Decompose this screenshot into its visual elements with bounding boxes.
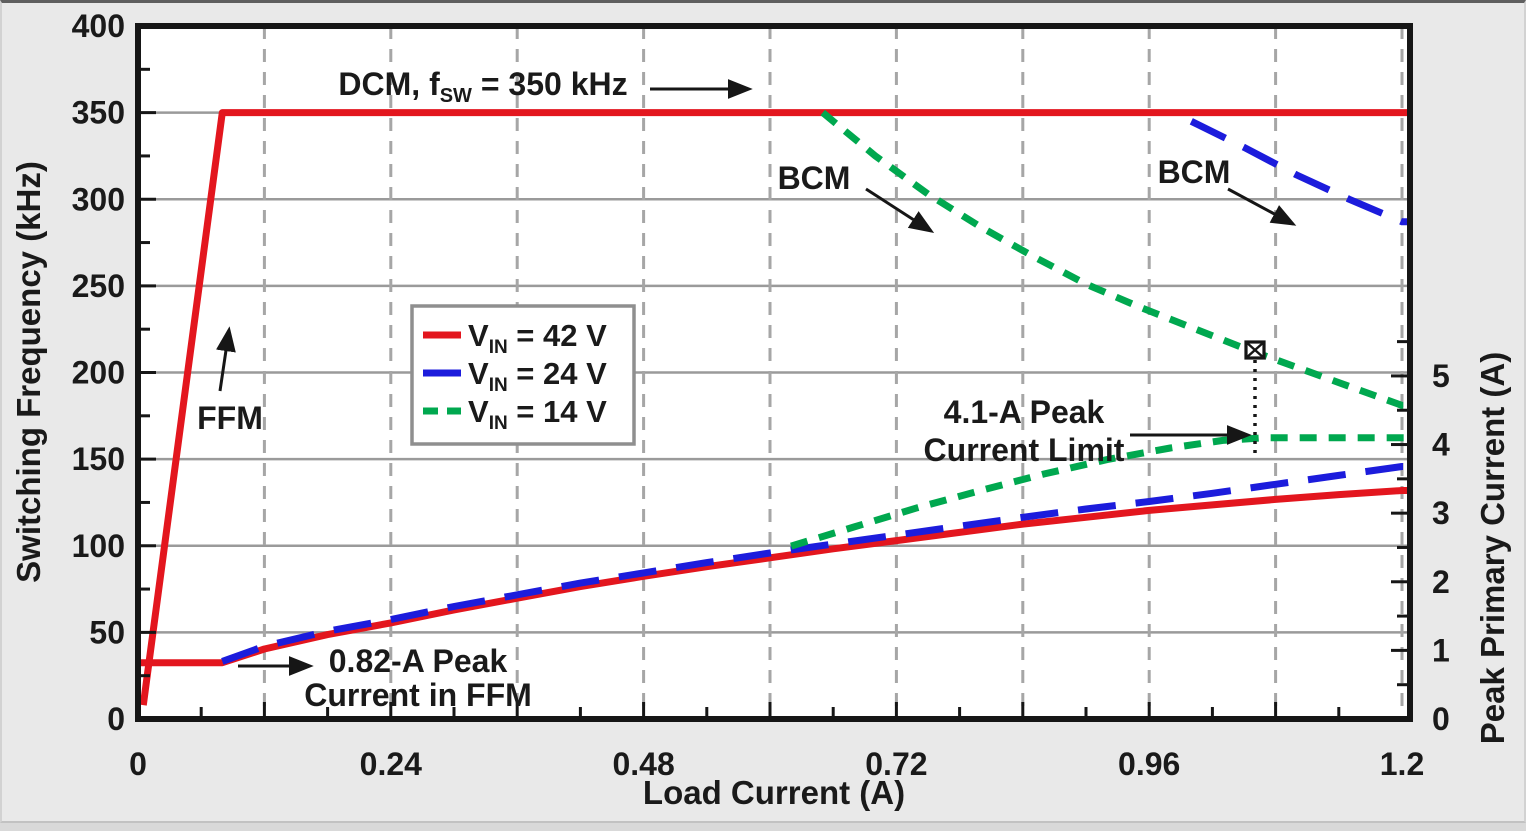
annotation-bcm-label-24v: BCM [1158, 154, 1231, 190]
y-left-tick-label: 250 [72, 268, 125, 304]
y-left-tick-label: 300 [72, 181, 125, 217]
y-left-tick-label: 200 [72, 355, 125, 391]
annotation-dcm-label: DCM, fSW = 350 kHz [338, 66, 627, 107]
x-tick-label: 0 [129, 746, 147, 782]
y-right-axis-title: Peak Primary Current (A) [1474, 352, 1511, 744]
axis-ticks [141, 67, 1407, 716]
boxed-x-marker-icon [1245, 341, 1265, 359]
x-tick-label: 1.2 [1380, 746, 1424, 782]
data-series [138, 109, 1411, 706]
legend-item-vin24-label: VIN = 24 V [468, 356, 607, 396]
annotation-ffm-current-label-line1: 0.82-A Peak [329, 643, 508, 679]
annotation-peak-limit-label-line2: Current Limit [924, 432, 1125, 468]
y-right-tick-label: 5 [1432, 358, 1450, 394]
plot-frame [135, 23, 1413, 722]
point-marker [1244, 340, 1266, 456]
annotation-bcm-label-14v: BCM [778, 160, 851, 196]
y-left-tick-label: 150 [72, 441, 125, 477]
x-tick-label: 0.48 [612, 746, 674, 782]
series-vin24-peak-current-line [221, 463, 1411, 665]
series-vin14-peak-current-line [790, 434, 1411, 550]
legend-item-vin14-label: VIN = 14 V [468, 394, 607, 434]
annotation-ffm-label: FFM [197, 400, 263, 436]
bcm-label-24v-arrow-icon [1227, 187, 1297, 226]
y-right-tick-label: 0 [1432, 701, 1450, 737]
y-right-tick-label: 3 [1432, 495, 1450, 531]
y-left-tick-label: 50 [89, 614, 125, 650]
x-tick-label: 0.96 [1118, 746, 1180, 782]
y-left-tick-label: 0 [107, 701, 125, 737]
series-vin24-bcm-frequency-line [1189, 118, 1411, 226]
y-left-tick-label: 400 [72, 8, 125, 44]
ffm-label-arrow-icon [216, 326, 236, 392]
annotation-peak-limit-label-line1: 4.1-A Peak [944, 394, 1105, 430]
y-right-tick-label: 4 [1432, 427, 1450, 463]
x-axis-title: Load Current (A) [643, 774, 905, 811]
bcm-label-14v-arrow-icon [865, 187, 935, 234]
annotation-ffm-current-label-line2: Current in FFM [304, 677, 532, 713]
series-vin42-frequency-line [139, 109, 1411, 706]
y-left-tick-label: 350 [72, 95, 125, 131]
y-left-axis-title: Switching Frequency (kHz) [10, 161, 47, 583]
legend-item-vin42-label: VIN = 42 V [468, 318, 607, 358]
y-right-tick-label: 2 [1432, 564, 1450, 600]
y-right-tick-label: 1 [1432, 632, 1450, 668]
x-tick-label: 0.24 [360, 746, 422, 782]
x-tick-label: 0.72 [865, 746, 927, 782]
plot-border [135, 23, 1413, 722]
y-left-tick-label: 100 [72, 528, 125, 564]
